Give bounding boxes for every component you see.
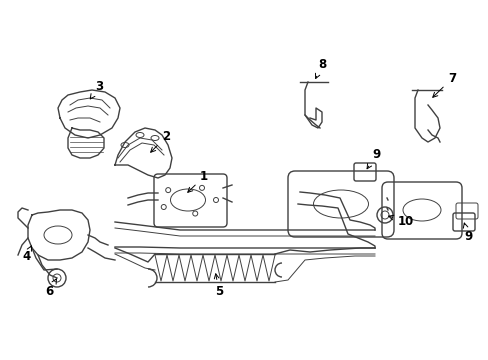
Text: 5: 5 <box>214 274 223 298</box>
Text: 7: 7 <box>432 72 455 97</box>
Text: 3: 3 <box>90 80 103 99</box>
Text: 2: 2 <box>150 130 170 152</box>
Text: 6: 6 <box>45 279 56 298</box>
Text: 1: 1 <box>187 170 208 192</box>
Text: 9: 9 <box>366 148 380 169</box>
Text: 4: 4 <box>22 246 31 263</box>
Text: 9: 9 <box>462 223 471 243</box>
Text: 10: 10 <box>388 215 413 228</box>
Text: 8: 8 <box>315 58 325 78</box>
